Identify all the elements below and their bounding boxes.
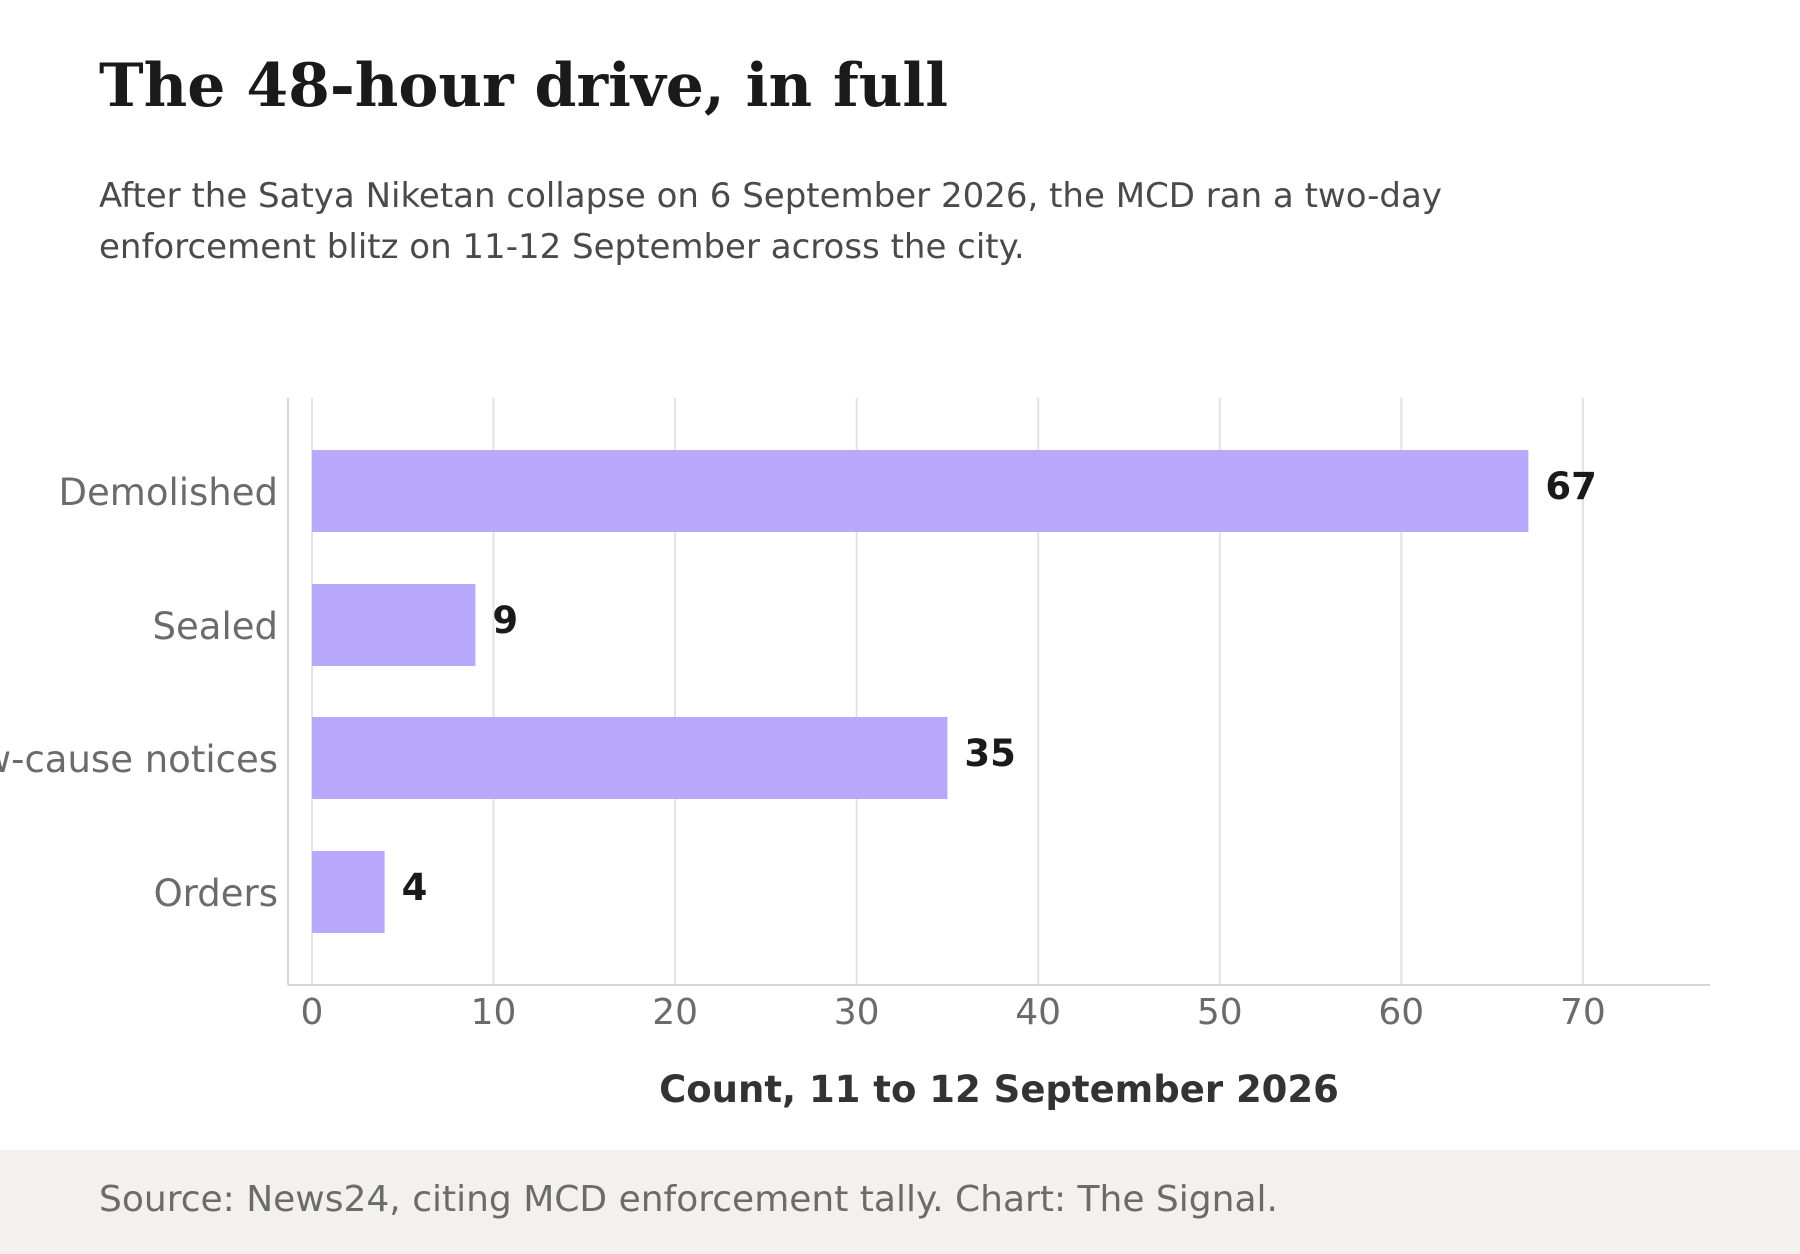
x-tick-labels: 0 10 20 30 40 50 60 70 (301, 992, 1606, 1033)
bar-value-label: 67 (1545, 465, 1597, 508)
chart-subtitle: After the Satya Niketan collapse on 6 Se… (99, 176, 1442, 267)
bar (312, 584, 476, 666)
x-tick-label: 50 (1197, 992, 1243, 1033)
category-label: Orders (154, 872, 278, 915)
bar (312, 851, 385, 933)
x-tick-label: 0 (301, 992, 324, 1033)
footer: Source: News24, citing MCD enforcement t… (0, 1150, 1800, 1254)
bar-chart: 67 9 35 4 0 10 20 30 40 50 60 70 Demolished Sealed S… (0, 398, 1710, 1111)
category-label: Sealed (153, 605, 278, 648)
category-label: Show-cause notices (0, 738, 278, 781)
x-tick-label: 70 (1560, 992, 1606, 1033)
x-tick-label: 20 (652, 992, 698, 1033)
x-axis-label: Count, 11 to 12 September 2026 (659, 1068, 1339, 1111)
bar-value-label: 35 (964, 732, 1016, 775)
x-tick-label: 60 (1378, 992, 1424, 1033)
x-tick-label: 30 (834, 992, 880, 1033)
chart-title: The 48-hour drive, in full (99, 51, 948, 121)
bar (312, 450, 1529, 532)
x-tick-label: 10 (471, 992, 517, 1033)
x-tick-label: 40 (1015, 992, 1061, 1033)
bar-value-label: 9 (492, 599, 518, 642)
bar (312, 717, 948, 799)
category-label: Demolished (59, 471, 278, 514)
source-note: Source: News24, citing MCD enforcement t… (99, 1179, 1278, 1220)
bars: 67 9 35 4 (312, 450, 1597, 933)
bar-value-label: 4 (402, 866, 428, 909)
category-labels: Demolished Sealed Show-cause notices Orders (0, 471, 278, 915)
